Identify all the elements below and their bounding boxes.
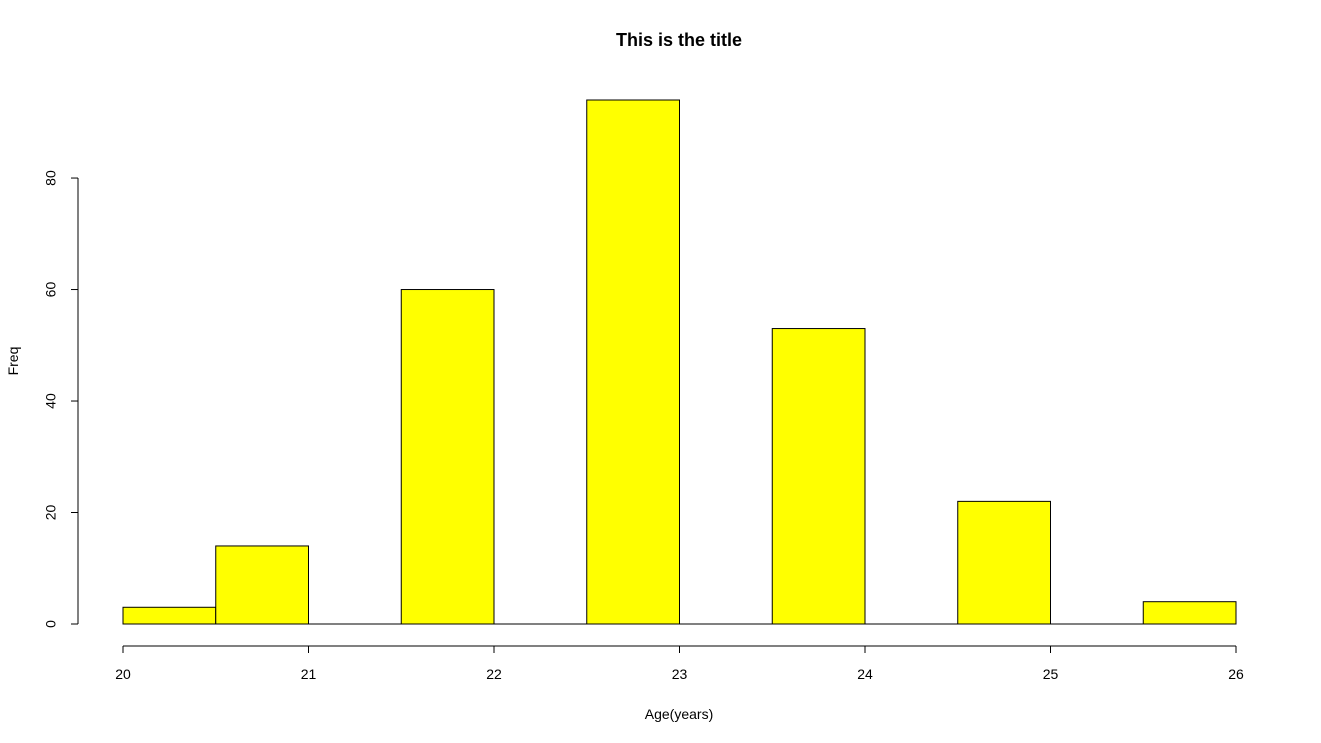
bars-group: [122, 99, 1237, 625]
histogram-bar: [771, 328, 866, 625]
x-tick-label: 20: [115, 666, 131, 682]
y-tick-label: 60: [43, 282, 59, 298]
histogram-bar: [1142, 601, 1237, 625]
y-tick-label: 40: [43, 393, 59, 409]
chart-title: This is the title: [616, 30, 742, 50]
y-tick-label: 20: [43, 505, 59, 521]
y-axis-label: Freq: [5, 347, 21, 376]
x-tick-label: 22: [486, 666, 502, 682]
x-tick-label: 25: [1043, 666, 1059, 682]
x-tick-label: 26: [1228, 666, 1244, 682]
histogram-bar: [122, 606, 217, 625]
x-tick-label: 23: [672, 666, 688, 682]
histogram-bar: [215, 545, 309, 625]
histogram-bar: [400, 289, 495, 625]
histogram-bar: [586, 99, 680, 625]
x-axis-label: Age(years): [645, 706, 713, 722]
y-tick-label: 0: [43, 620, 59, 628]
y-tick-label: 80: [43, 170, 59, 186]
y-axis: 0 20 40 60 80: [43, 170, 79, 628]
x-axis: 20 21 22 23 24 25 26: [115, 645, 1244, 682]
x-tick-label: 24: [857, 666, 873, 682]
x-tick-label: 21: [301, 666, 317, 682]
histogram-bar: [957, 500, 1051, 625]
